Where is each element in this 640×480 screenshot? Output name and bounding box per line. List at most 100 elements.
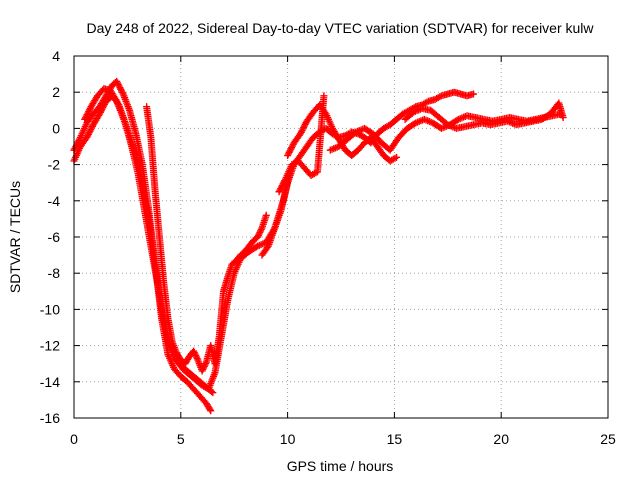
data-point [113, 77, 121, 85]
data-point [87, 126, 95, 134]
data-point [284, 152, 292, 160]
data-point [301, 120, 309, 128]
data-point [84, 130, 92, 138]
data-series [70, 77, 567, 415]
data-point [83, 133, 91, 141]
data-point [436, 93, 444, 101]
data-point [75, 137, 83, 145]
data-point [469, 90, 477, 98]
data-point [96, 108, 104, 116]
data-point [116, 84, 124, 92]
y-tick-label: 4 [52, 48, 60, 64]
y-tick-label: -12 [40, 338, 60, 354]
series-arc-9 [401, 99, 567, 132]
x-tick-label: 0 [70, 431, 78, 447]
data-point [85, 106, 93, 114]
data-point [280, 178, 288, 186]
data-point [423, 98, 431, 106]
data-point [97, 107, 105, 115]
data-point [297, 128, 305, 136]
data-point [117, 85, 125, 93]
y-tick-label: -14 [40, 374, 60, 390]
data-point [86, 127, 94, 135]
data-point [100, 100, 108, 108]
data-point [81, 114, 89, 122]
data-point [76, 135, 84, 143]
data-point [206, 405, 214, 413]
data-point [288, 142, 296, 150]
data-point [83, 111, 91, 119]
x-tick-label: 5 [177, 431, 185, 447]
y-tick-label: 2 [52, 84, 60, 100]
data-point [118, 88, 126, 96]
data-point [114, 81, 122, 89]
data-point [82, 112, 90, 120]
axis-ticks: 0 5 10 15 20 25 -16 -14 -12 -10 -8 -6 -4 -2 0 2 4 [40, 48, 616, 447]
data-point [277, 185, 285, 193]
data-point [300, 123, 308, 131]
data-point [88, 124, 96, 132]
data-point [84, 109, 92, 117]
data-point [559, 114, 567, 122]
series-arc-3 [81, 85, 217, 397]
series-arc-4 [143, 103, 270, 375]
data-point [299, 125, 307, 133]
data-point [209, 389, 217, 397]
x-tick-label: 15 [387, 431, 403, 447]
data-point [85, 129, 93, 137]
y-tick-label: 0 [52, 120, 60, 136]
data-point [391, 154, 399, 162]
x-tick-label: 25 [600, 431, 616, 447]
y-tick-label: -16 [40, 410, 60, 426]
data-point [99, 104, 107, 112]
data-point [85, 107, 93, 115]
series-arc-7 [275, 92, 328, 196]
data-point [279, 180, 287, 188]
data-point [207, 407, 215, 415]
data-point [288, 144, 296, 152]
data-point [287, 145, 295, 153]
data-point [115, 82, 123, 90]
data-point [84, 132, 92, 140]
x-tick-label: 10 [280, 431, 296, 447]
y-tick-label: -2 [48, 157, 61, 173]
data-point [285, 148, 293, 156]
data-point [278, 181, 286, 189]
chart-title: Day 248 of 2022, Sidereal Day-to-day VTE… [86, 20, 594, 36]
data-point [410, 120, 418, 128]
data-point [81, 115, 89, 123]
data-point [276, 186, 284, 194]
data-point [193, 355, 201, 363]
data-point [286, 147, 294, 155]
data-point [114, 79, 122, 87]
y-axis-label: SDTVAR / TECUs [7, 181, 23, 293]
data-point [98, 105, 106, 113]
data-point [277, 183, 285, 191]
data-point [118, 87, 126, 95]
data-point [208, 388, 216, 396]
data-point [262, 211, 270, 219]
data-point [257, 225, 265, 233]
data-point [252, 243, 260, 251]
data-point [298, 127, 306, 135]
data-point [393, 153, 401, 161]
data-point [284, 150, 292, 158]
data-point [96, 110, 104, 118]
y-tick-label: -10 [40, 301, 60, 317]
y-tick-label: -4 [48, 193, 61, 209]
data-point [112, 96, 120, 104]
data-point [202, 359, 210, 367]
y-tick-label: -8 [48, 265, 61, 281]
data-point [300, 122, 308, 130]
x-tick-label: 20 [493, 431, 509, 447]
data-point [453, 116, 461, 124]
data-point [320, 92, 328, 100]
data-point [281, 177, 289, 185]
x-axis-label: GPS time / hours [287, 458, 394, 474]
data-point [100, 102, 108, 110]
data-point [296, 130, 304, 138]
data-point [275, 188, 283, 196]
y-tick-label: -6 [48, 229, 61, 245]
